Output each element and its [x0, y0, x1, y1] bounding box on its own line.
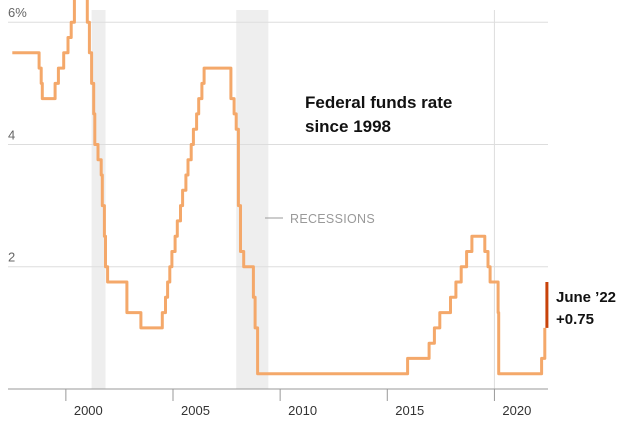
x-tick-label: 2005 [181, 403, 210, 418]
x-tick-label: 2015 [395, 403, 424, 418]
annotation-date: June ’22 [556, 289, 616, 306]
y-tick-label: 6% [8, 5, 27, 20]
chart-subtitle: since 1998 [305, 117, 391, 136]
x-axis: 2000 2005 2010 2015 2020 [8, 388, 548, 418]
x-tick-label: 2000 [74, 403, 103, 418]
recessions-label: RECESSIONS [290, 212, 375, 226]
recession-band-2 [236, 10, 269, 389]
rate-line [12, 0, 547, 376]
recession-bands [91, 10, 269, 389]
y-tick-label: 2 [8, 250, 15, 265]
y-axis-ticks: 6% 4 2 [8, 5, 27, 265]
x-tick-label: 2020 [502, 403, 531, 418]
rate-series [12, 0, 549, 376]
x-tick-label: 2010 [288, 403, 317, 418]
chart-title: Federal funds rate [305, 93, 452, 112]
annotation-change: +0.75 [556, 311, 594, 328]
y-tick-label: 4 [8, 127, 15, 142]
gridlines [8, 10, 548, 389]
